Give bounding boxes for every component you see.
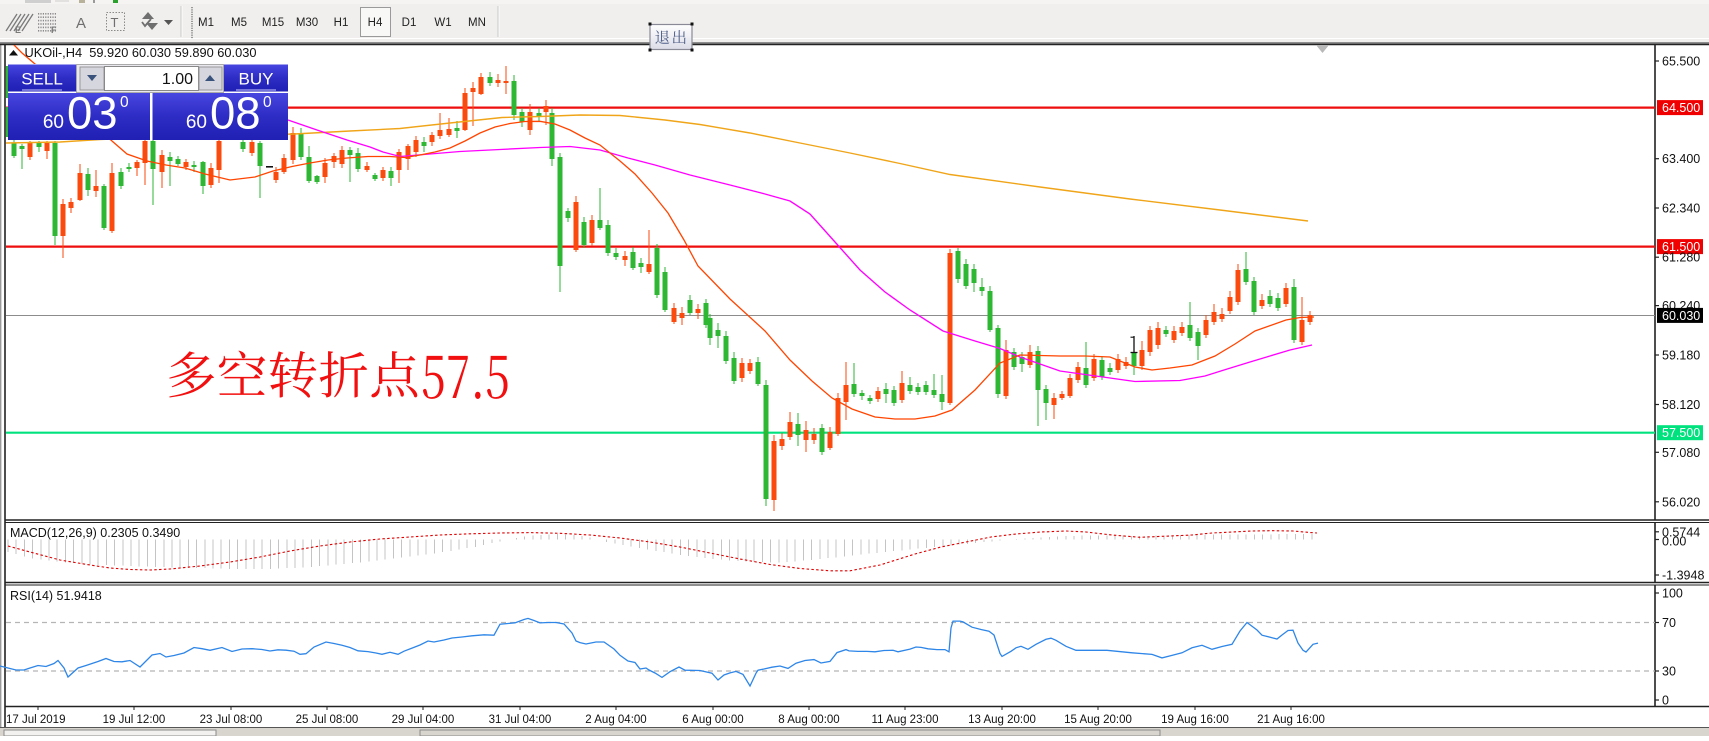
svg-text:100: 100: [1662, 587, 1683, 601]
svg-text:D1: D1: [402, 17, 417, 29]
svg-text:70: 70: [1662, 616, 1676, 630]
svg-text:60: 60: [43, 112, 64, 133]
svg-text:57.080: 57.080: [1662, 446, 1700, 460]
svg-text:2 Aug 04:00: 2 Aug 04:00: [585, 714, 646, 726]
svg-text:29 Jul 04:00: 29 Jul 04:00: [392, 714, 455, 726]
svg-text:19 Jul 12:00: 19 Jul 12:00: [103, 714, 166, 726]
svg-text:08: 08: [210, 88, 261, 139]
svg-text:61.500: 61.500: [1662, 240, 1700, 254]
svg-text:62.340: 62.340: [1662, 202, 1700, 216]
svg-text:21 Aug 16:00: 21 Aug 16:00: [1257, 714, 1325, 726]
svg-text:31 Jul 04:00: 31 Jul 04:00: [489, 714, 552, 726]
svg-text:56.020: 56.020: [1662, 495, 1700, 509]
svg-text:1.00: 1.00: [162, 71, 193, 88]
svg-text:11 Aug 23:00: 11 Aug 23:00: [872, 714, 939, 726]
svg-text:M15: M15: [262, 17, 284, 29]
svg-text:0: 0: [263, 94, 272, 111]
svg-text:RSI(14) 51.9418: RSI(14) 51.9418: [10, 589, 102, 603]
svg-text:8 Aug 00:00: 8 Aug 00:00: [778, 714, 839, 726]
svg-text:T: T: [111, 15, 119, 30]
svg-text:H4: H4: [368, 17, 383, 29]
svg-text:57.500: 57.500: [1662, 426, 1700, 440]
svg-text:64.500: 64.500: [1662, 101, 1700, 115]
svg-text:65.500: 65.500: [1662, 55, 1700, 69]
svg-text:M30: M30: [296, 17, 318, 29]
svg-text:M5: M5: [231, 17, 247, 29]
svg-text:19 Aug 16:00: 19 Aug 16:00: [1161, 714, 1229, 726]
svg-text:H1: H1: [334, 17, 349, 29]
svg-text:A: A: [76, 15, 86, 32]
svg-text:63.400: 63.400: [1662, 152, 1700, 166]
svg-text:0.00: 0.00: [1662, 535, 1686, 549]
svg-text:25 Jul 08:00: 25 Jul 08:00: [296, 714, 359, 726]
svg-text:UKOil-,H4 59.920 60.030 59.89: UKOil-,H4 59.920 60.030 59.890 60.030: [25, 45, 257, 60]
svg-text:W1: W1: [434, 17, 451, 29]
svg-text:6 Aug 00:00: 6 Aug 00:00: [682, 714, 743, 726]
svg-text:0: 0: [120, 94, 129, 111]
svg-text:SELL: SELL: [21, 70, 63, 89]
svg-text:0.5744: 0.5744: [1662, 525, 1700, 539]
svg-text:-1.3948: -1.3948: [1662, 569, 1704, 583]
svg-text:15 Aug 20:00: 15 Aug 20:00: [1064, 714, 1132, 726]
svg-text:60.030: 60.030: [1662, 309, 1700, 323]
svg-text:61.280: 61.280: [1662, 251, 1700, 265]
svg-text:13 Aug 20:00: 13 Aug 20:00: [968, 714, 1036, 726]
svg-text:F: F: [51, 25, 57, 35]
svg-text:60: 60: [186, 112, 207, 133]
svg-text:MACD(12,26,9) 0.2305 0.3490: MACD(12,26,9) 0.2305 0.3490: [10, 526, 180, 540]
svg-text:M1: M1: [198, 17, 214, 29]
svg-text:BUY: BUY: [239, 70, 274, 89]
svg-text:17 Jul 2019: 17 Jul 2019: [6, 714, 65, 726]
svg-text:MN: MN: [468, 17, 486, 29]
svg-text:59.180: 59.180: [1662, 349, 1700, 363]
svg-text:30: 30: [1662, 665, 1676, 679]
svg-text:E: E: [15, 25, 21, 35]
svg-text:03: 03: [67, 88, 118, 139]
svg-text:58.120: 58.120: [1662, 398, 1700, 412]
svg-text:0: 0: [1662, 694, 1669, 708]
svg-text:23 Jul 08:00: 23 Jul 08:00: [200, 714, 263, 726]
